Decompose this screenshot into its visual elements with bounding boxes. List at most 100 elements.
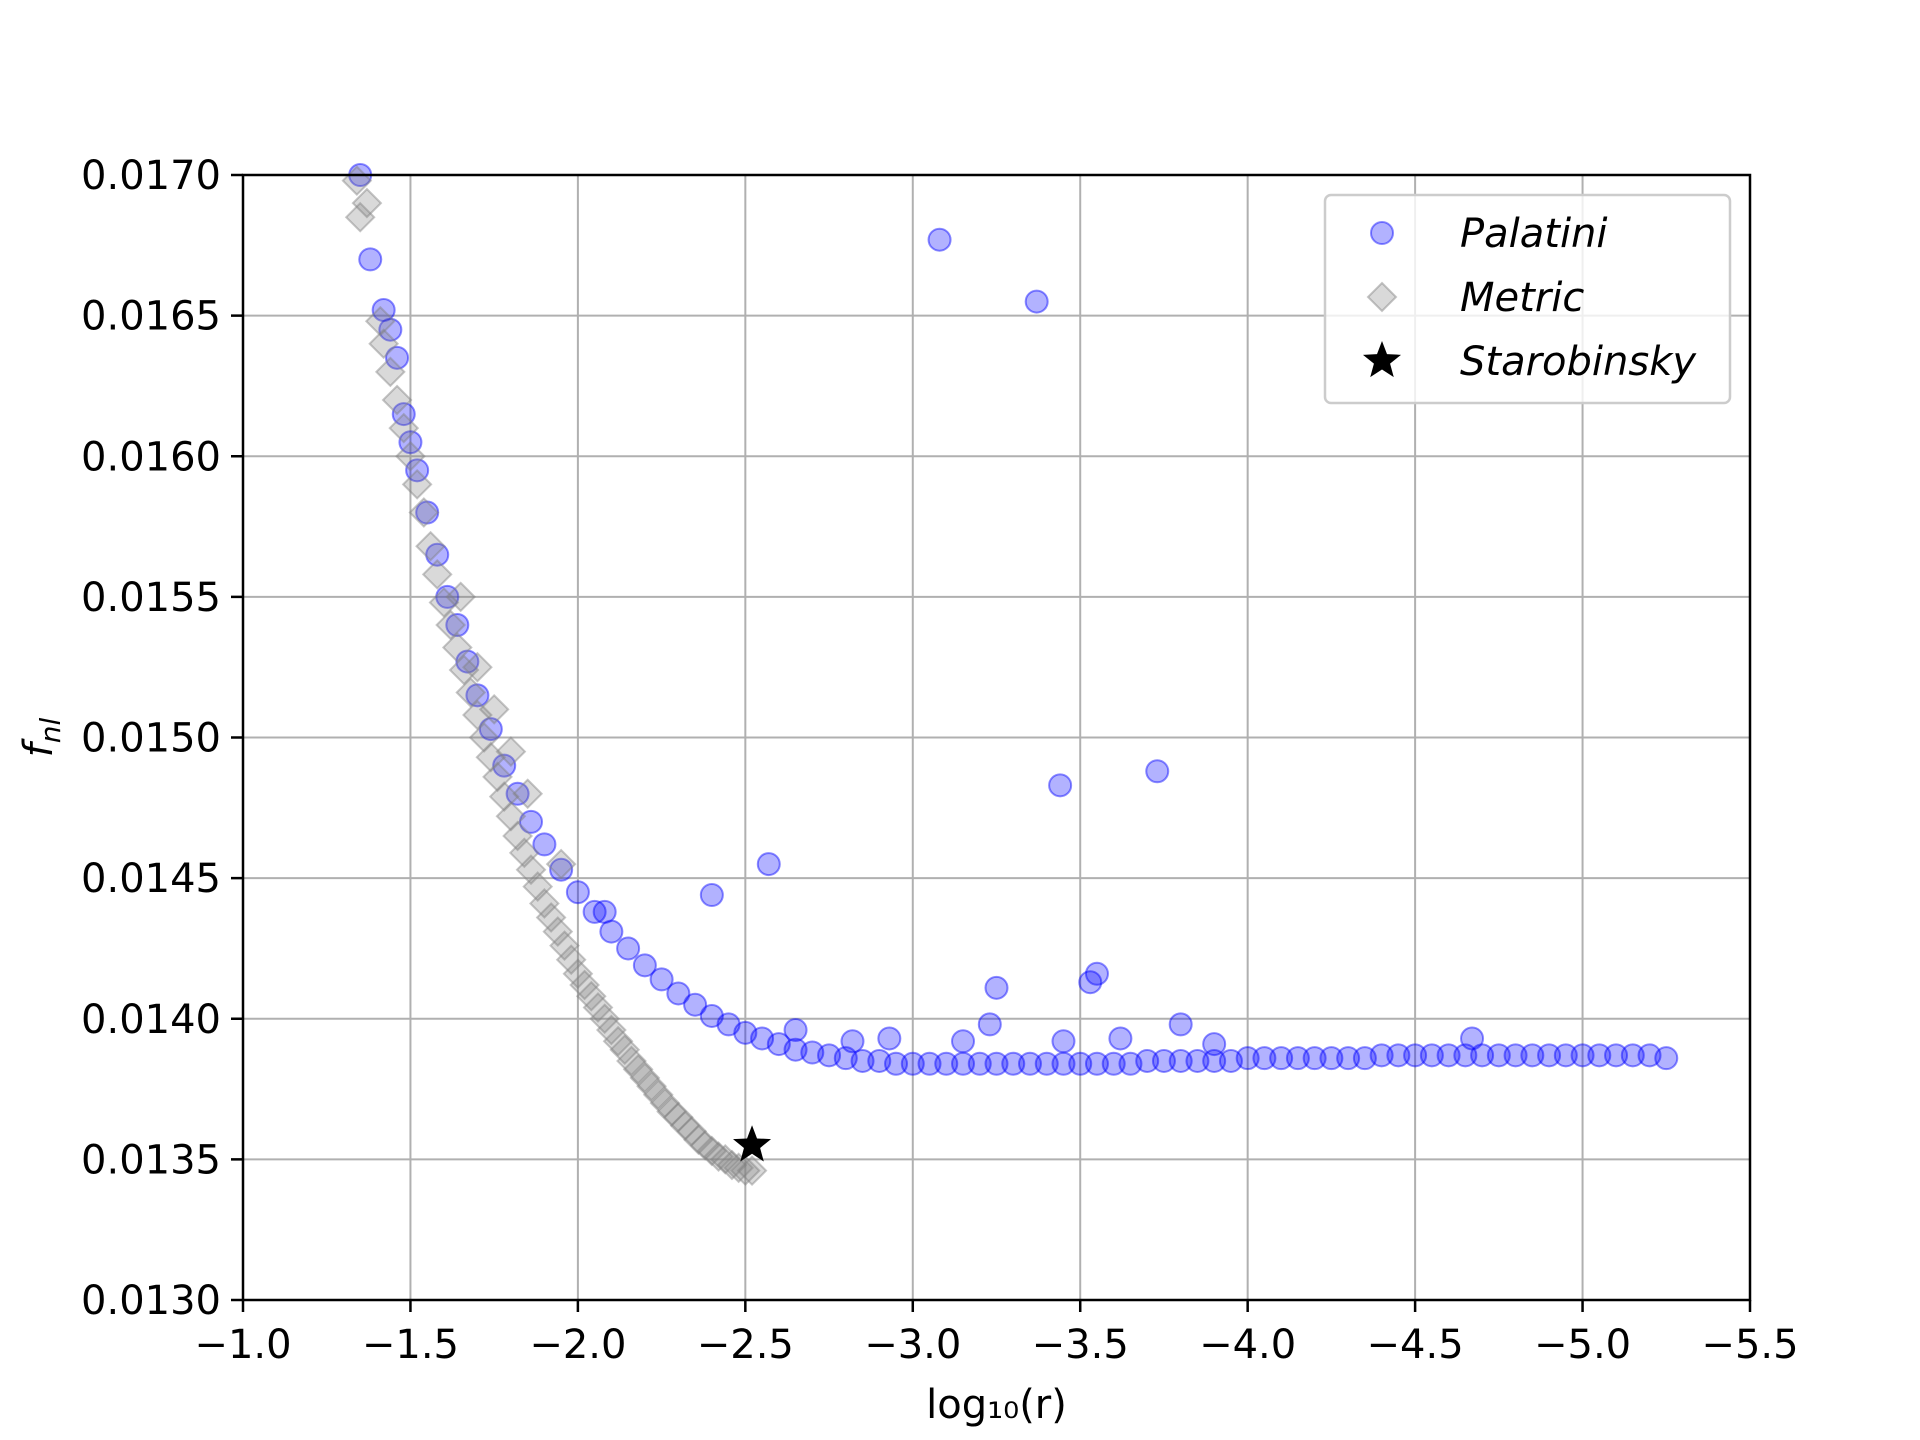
palatini-point (1218, 1048, 1243, 1073)
y-tick-label: 0.0145 (81, 856, 221, 902)
y-tick-label: 0.0165 (81, 294, 221, 340)
x-axis-label: log₁₀(r) (926, 1382, 1067, 1428)
palatini-point (1048, 773, 1073, 798)
y-axis-label: fnl (16, 717, 67, 757)
palatini-point (833, 1046, 858, 1071)
palatini-point (699, 883, 724, 907)
palatini-point (445, 613, 470, 637)
legend-marker-palatini (1370, 221, 1394, 245)
metric-point (589, 1003, 621, 1035)
x-tick-label: −5.5 (1701, 1322, 1798, 1368)
metric-point (401, 468, 433, 500)
metric-point (729, 1155, 761, 1187)
palatini-point (900, 1051, 925, 1076)
palatini-point (398, 430, 423, 455)
metric-point (482, 761, 513, 793)
y-axis-label-sub: nl (34, 717, 67, 743)
metric-point (468, 722, 500, 753)
metric-point (502, 820, 534, 852)
metric-point (478, 693, 510, 725)
palatini-point (455, 649, 480, 674)
metric-point (445, 581, 477, 613)
metric-point (709, 1143, 741, 1175)
palatini-point (1460, 1026, 1485, 1051)
metric-point (736, 1155, 768, 1187)
palatini-point (1453, 1043, 1478, 1068)
metric-point (421, 558, 453, 590)
palatini-point (1553, 1043, 1578, 1068)
palatini-point (1024, 289, 1049, 314)
metric-point (435, 609, 467, 641)
palatini-point (1386, 1043, 1411, 1068)
series-starobinsky (733, 1125, 772, 1162)
palatini-point (565, 880, 590, 905)
y-tick-label: 0.0155 (81, 575, 221, 621)
palatini-point (435, 584, 460, 609)
metric-point (535, 902, 567, 933)
x-tick-label: −2.0 (529, 1322, 626, 1368)
metric-point (462, 651, 493, 683)
palatini-point (1520, 1043, 1545, 1068)
x-tick-label: −4.5 (1367, 1322, 1464, 1368)
palatini-point (358, 247, 383, 272)
palatini-point (1017, 1051, 1042, 1076)
palatini-point (649, 967, 674, 992)
palatini-point (1302, 1046, 1327, 1071)
metric-point (595, 1014, 627, 1046)
metric-point (488, 781, 520, 812)
metric-point (441, 632, 473, 663)
series-palatini (348, 163, 1679, 1076)
plot-markers (341, 163, 1679, 1187)
metric-point (703, 1141, 734, 1172)
palatini-point (951, 1051, 976, 1076)
x-axis-ticks: −1.0 −1.5 −2.0 −2.5 −3.0 −3.5 −4.0 −4.5 −5.0 −5.5 (194, 1300, 1799, 1368)
palatini-point (951, 1029, 976, 1054)
palatini-point (582, 899, 607, 924)
palatini-point (683, 992, 708, 1017)
palatini-point (492, 753, 517, 778)
palatini-point (1185, 1048, 1210, 1073)
palatini-point (783, 1037, 808, 1062)
x-tick-label: −5.0 (1534, 1322, 1631, 1368)
palatini-point (385, 345, 410, 370)
palatini-point (1570, 1043, 1595, 1068)
metric-point (344, 201, 376, 233)
palatini-point (1369, 1043, 1394, 1068)
palatini-point (877, 1026, 902, 1051)
palatini-point (1084, 1051, 1109, 1076)
metric-point (649, 1087, 681, 1119)
palatini-point (532, 832, 557, 857)
palatini-point (1436, 1043, 1461, 1068)
metric-point (683, 1124, 714, 1156)
metric-point (616, 1045, 647, 1077)
legend-item-metric: Metric (1366, 275, 1584, 321)
legend-box (1323, 193, 1732, 405)
legend-label-metric: Metric (1460, 275, 1584, 321)
metric-point (696, 1135, 728, 1167)
x-tick-label: −3.5 (1032, 1322, 1129, 1368)
palatini-point (391, 402, 416, 427)
palatini-point (519, 809, 544, 834)
legend-marker-metric (1366, 281, 1398, 313)
palatini-point (1108, 1026, 1133, 1051)
palatini-point (1151, 1048, 1176, 1073)
palatini-point (783, 1018, 808, 1042)
metric-point (495, 736, 527, 767)
palatini-point (1168, 1012, 1193, 1037)
palatini-point (1419, 1043, 1444, 1068)
metric-point (528, 888, 560, 919)
palatini-point (405, 458, 430, 483)
metric-point (364, 305, 396, 337)
palatini-point (967, 1051, 992, 1076)
palatini-point (927, 227, 952, 252)
palatini-point (549, 857, 574, 882)
palatini-point (840, 1029, 865, 1054)
palatini-point (1403, 1043, 1428, 1068)
x-tick-label: −1.5 (362, 1322, 459, 1368)
metric-point (542, 916, 574, 947)
palatini-point (1537, 1043, 1562, 1068)
y-tick-label: 0.0150 (81, 716, 221, 762)
palatini-point (850, 1048, 875, 1073)
metric-point (515, 854, 547, 886)
